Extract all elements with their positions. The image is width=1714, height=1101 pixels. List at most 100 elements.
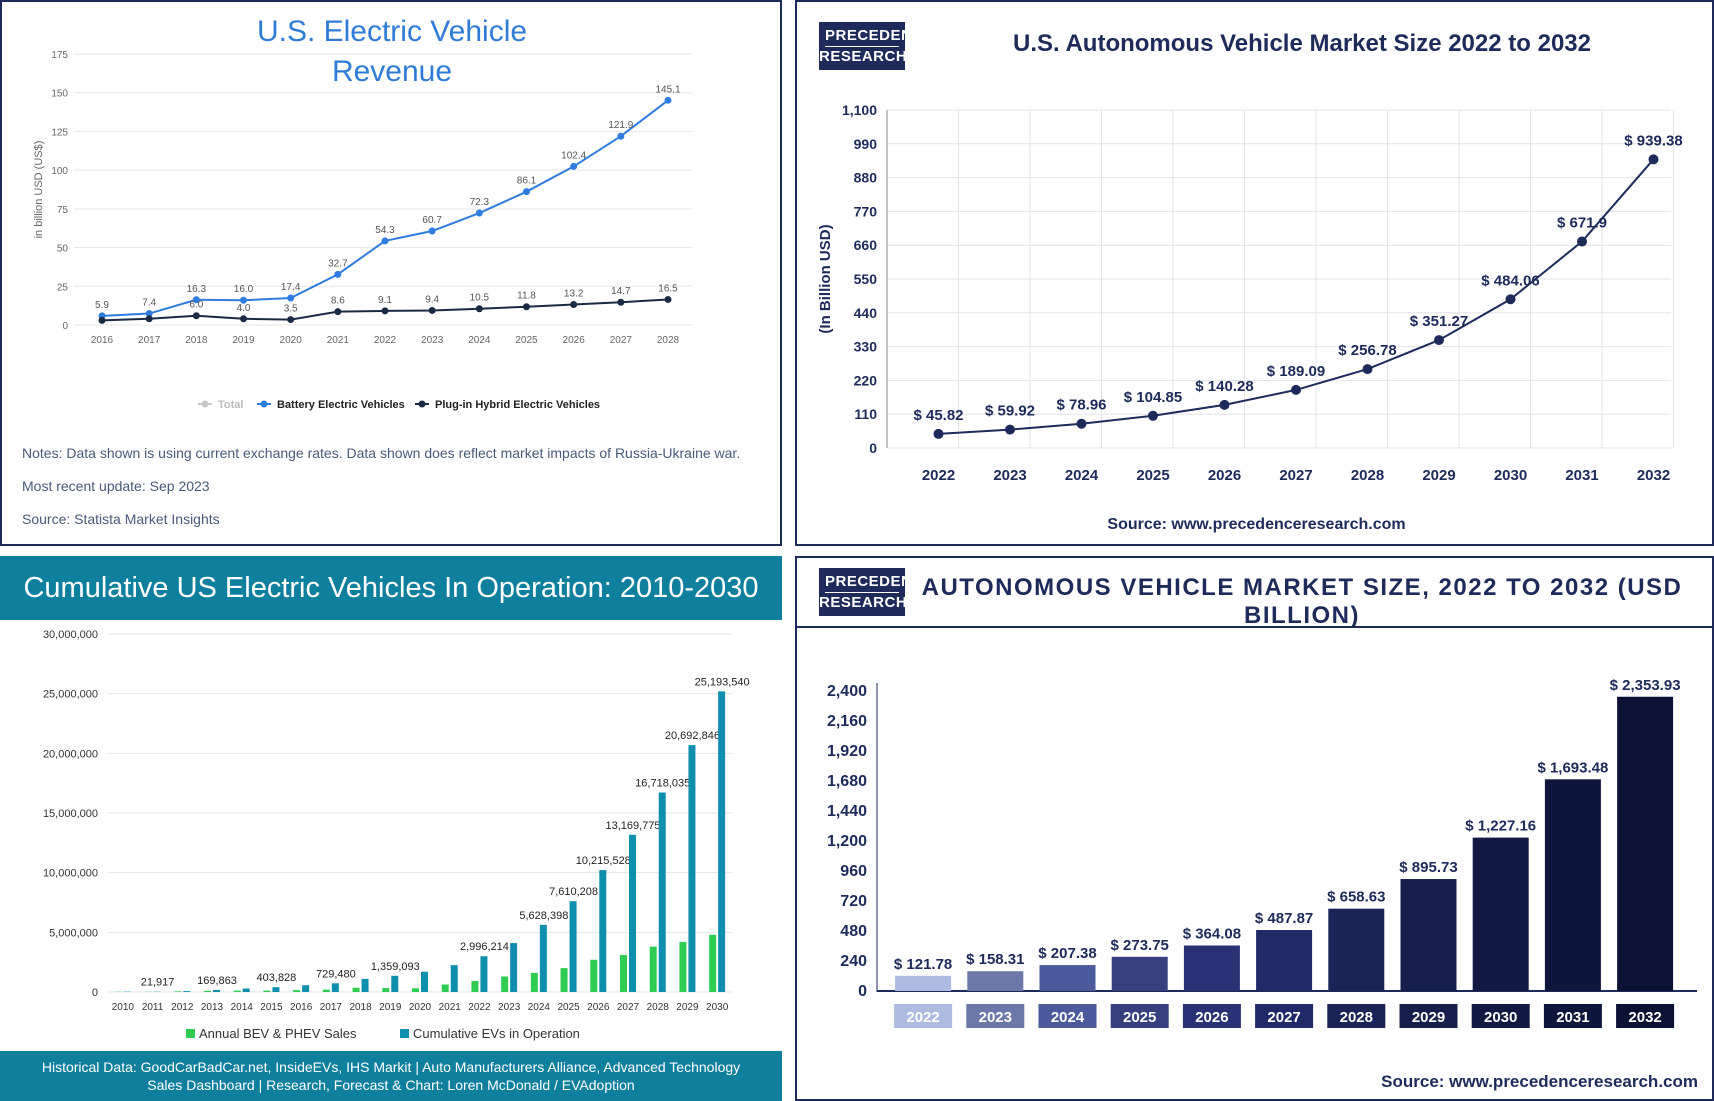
legend-label: Annual BEV & PHEV Sales <box>199 1026 357 1041</box>
cumulative-bar <box>480 956 488 992</box>
cumulative-bar <box>688 745 696 992</box>
phev-data-label: 3.5 <box>284 304 298 315</box>
phev-point <box>240 315 247 323</box>
phev-point <box>334 308 342 316</box>
x-tick-label: 2024 <box>1051 1009 1085 1026</box>
annual-sales-bar <box>204 990 211 992</box>
precedence-logo: PRECEDENCE RESEARCH <box>819 568 934 616</box>
y-tick-label: 0 <box>869 440 877 456</box>
x-tick-label: 2011 <box>142 1002 164 1013</box>
x-tick-label: 2029 <box>1422 467 1455 484</box>
cumulative-bar <box>272 987 280 992</box>
y-tick-label: 110 <box>854 406 877 422</box>
bev-point <box>240 296 247 304</box>
x-tick-label: 2028 <box>657 335 680 346</box>
cumulative-bar <box>242 988 250 992</box>
data-label: $ 158.31 <box>966 951 1024 968</box>
annual-sales-bar <box>501 976 509 992</box>
x-tick-label: 2019 <box>232 335 255 346</box>
x-tick-label: 2029 <box>1412 1009 1445 1026</box>
annual-sales-bar <box>382 988 390 992</box>
annual-sales-bar <box>352 987 360 992</box>
cumulative-bar <box>421 971 428 992</box>
chart-title-line2: Revenue <box>331 55 453 88</box>
bev-point <box>334 270 342 278</box>
cumulative-data-label: 1,359,093 <box>371 961 420 973</box>
bev-revenue-panel: 0 25 50 75 100 125 150 175 2016 2017 2018 2019 2020 2… <box>0 0 782 546</box>
x-tick-label: 2024 <box>528 1002 551 1013</box>
x-tick-box <box>1255 1004 1314 1028</box>
bev-data-label: 60.7 <box>422 215 442 226</box>
phev-point <box>381 307 389 315</box>
market-bar <box>1256 930 1313 991</box>
bev-point <box>475 209 483 217</box>
data-label: $ 1,693.48 <box>1537 759 1608 776</box>
data-label: $ 671.9 <box>1557 215 1607 232</box>
bev-data-label: 32.7 <box>328 258 348 269</box>
cumulative-bar <box>361 978 369 992</box>
x-tick-label: 2023 <box>421 335 444 346</box>
x-tick-box <box>1038 1004 1097 1028</box>
x-tick-label: 2018 <box>185 335 208 346</box>
x-tick-label: 2020 <box>280 335 303 346</box>
x-tick-label: 2017 <box>320 1002 343 1013</box>
y-tick-label: 150 <box>51 89 68 100</box>
y-tick-label: 220 <box>854 372 878 388</box>
market-bar <box>1183 945 1240 991</box>
cumulative-bar <box>331 983 339 992</box>
x-tick-label: 2025 <box>515 335 538 346</box>
data-label: $ 45.82 <box>913 407 963 424</box>
x-tick-label: 2025 <box>557 1002 580 1013</box>
cumulative-bar <box>302 985 310 992</box>
legend-swatch <box>186 1029 195 1038</box>
legend-label: Battery Electric Vehicles <box>277 399 405 411</box>
bev-point <box>428 227 436 235</box>
annual-sales-bar <box>293 990 301 992</box>
cumulative-data-label: 7,610,208 <box>549 886 598 898</box>
bev-point <box>523 188 530 196</box>
x-tick-label: 2012 <box>171 1002 194 1013</box>
footer-line1: Historical Data: GoodCarBadCar.net, Insi… <box>41 1059 741 1075</box>
bev-data-label: 5.9 <box>95 300 109 311</box>
data-label: $ 484.06 <box>1481 272 1539 289</box>
av-market-panel: PRECEDENCE RESEARCH AUTONOMOUS VEHICLE M… <box>795 556 1714 1101</box>
legend-swatch-dot <box>201 400 209 408</box>
y-tick-label: 660 <box>854 237 878 253</box>
annual-sales-bar <box>590 959 598 992</box>
data-point <box>1362 364 1373 375</box>
data-point <box>1434 335 1444 346</box>
logo-line1: PRECEDENCE <box>825 572 934 593</box>
y-tick-label: 480 <box>840 923 867 940</box>
cumulative-data-label: 10,215,528 <box>576 855 631 867</box>
chart-source: Source: Statista Market Insights <box>22 511 220 527</box>
data-label: $ 487.87 <box>1255 910 1313 927</box>
chart-title: U.S. Electric Vehicle Revenue <box>182 12 602 92</box>
legend-swatch-dot <box>418 400 426 408</box>
y-tick-label: 330 <box>854 339 878 355</box>
phev-point <box>192 312 200 320</box>
market-bar <box>1111 956 1168 991</box>
chart-title: AUTONOMOUS VEHICLE MARKET SIZE, 2022 TO … <box>921 574 1683 629</box>
x-tick-label: 2027 <box>1279 467 1312 484</box>
y-tick-label: 880 <box>854 170 878 186</box>
chart-notes: Notes: Data shown is using current excha… <box>22 445 741 461</box>
x-tick-label: 2016 <box>290 1002 313 1013</box>
y-tick-label: 550 <box>854 271 878 287</box>
x-tick-label: 2013 <box>201 1002 224 1013</box>
us-av-market-chart: 0 110 220 330 440 550 660 770 880 990 1,100 2022 202… <box>817 102 1683 484</box>
logo-line2: RESEARCH <box>819 48 908 65</box>
data-label: $ 2,353.93 <box>1610 677 1681 694</box>
phev-data-label: 16.5 <box>658 283 678 294</box>
data-point <box>933 428 944 439</box>
cumulative-bar <box>569 901 577 992</box>
annual-sales-bar <box>709 934 717 992</box>
x-tick-label: 2030 <box>1484 1009 1517 1026</box>
legend-swatch <box>400 1029 409 1038</box>
x-tick-label: 2029 <box>676 1002 699 1013</box>
bev-data-label: 16.3 <box>187 284 207 295</box>
av-market-chart: 0 240 480 720 960 1,200 1,440 1,680 1,920 2,160 2,… <box>827 677 1697 1028</box>
x-tick-label: 2028 <box>1340 1009 1373 1026</box>
cumulative-bar <box>539 924 547 992</box>
x-tick-label: 2014 <box>231 1002 254 1013</box>
y-tick-label: 25 <box>57 282 69 293</box>
